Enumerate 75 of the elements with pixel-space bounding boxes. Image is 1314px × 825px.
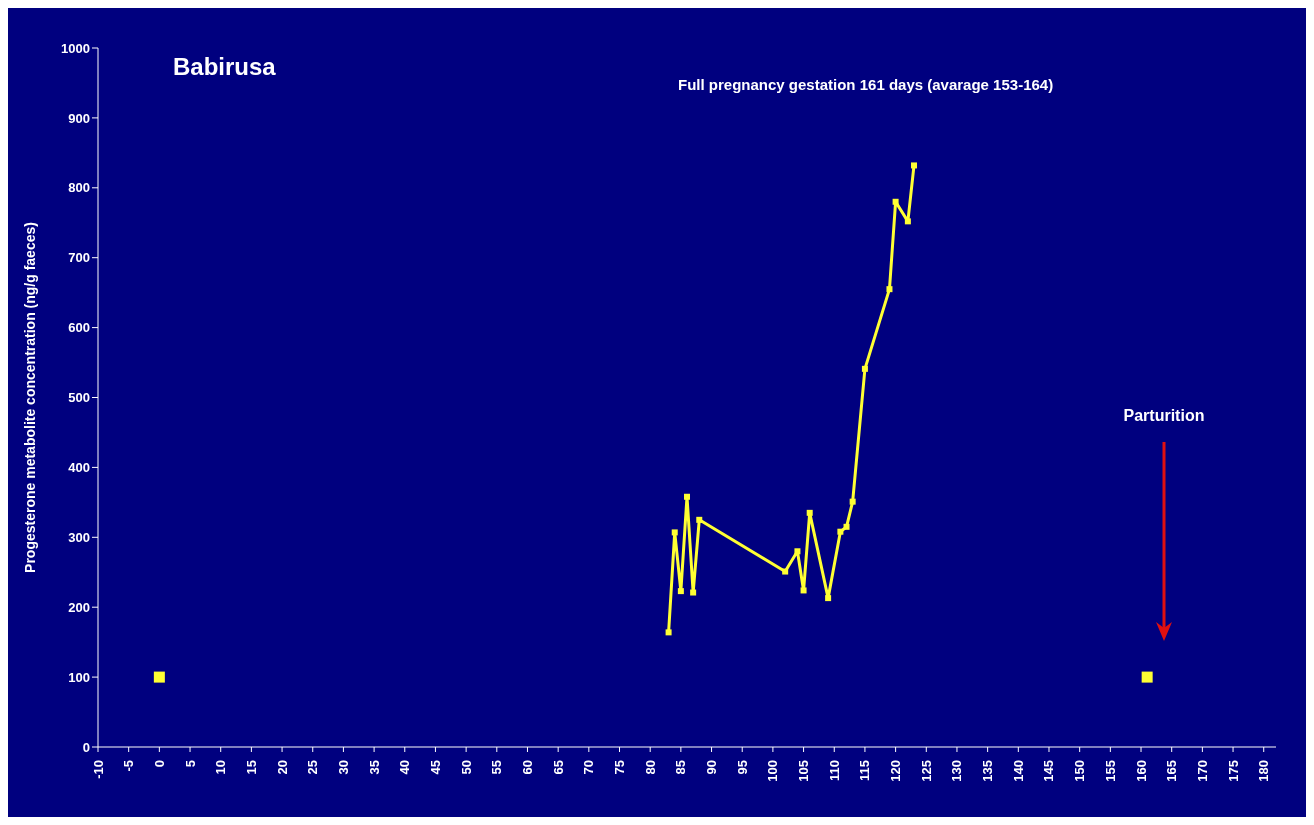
point — [696, 516, 703, 523]
y-tick-label: 900 — [68, 110, 90, 126]
x-tick-label: 65 — [550, 760, 566, 775]
x-tick-label: -5 — [121, 760, 137, 772]
y-tick-label: 700 — [68, 250, 90, 266]
point — [671, 529, 678, 536]
x-tick-label: 145 — [1041, 760, 1057, 782]
point — [886, 286, 893, 293]
x-tick-label: 45 — [427, 760, 443, 775]
point — [825, 595, 832, 602]
point — [665, 629, 672, 636]
x-tick-label: 110 — [826, 760, 842, 781]
x-tick-label: 50 — [458, 760, 474, 775]
x-tick-label: 5 — [182, 760, 198, 768]
point — [911, 162, 918, 169]
x-tick-label: 100 — [765, 760, 781, 782]
point — [843, 523, 850, 530]
x-tick-label: 30 — [335, 760, 351, 775]
x-tick-label: 70 — [581, 760, 597, 775]
y-axis-title: Progesterone metabolite concentration (ng/g faeces) — [21, 222, 38, 573]
annotation: Parturition — [1122, 407, 1206, 425]
x-tick-label: 170 — [1194, 760, 1210, 782]
x-tick-label: 15 — [243, 760, 259, 775]
y-tick-label: 1000 — [61, 40, 90, 56]
y-tick-label: 200 — [68, 599, 90, 615]
x-tick-label: 40 — [397, 760, 413, 775]
x-tick-label: 55 — [489, 760, 505, 775]
text: Full pregnancy gestation 161 days (avarage 153-164) — [678, 76, 1054, 93]
y-tick-label: 300 — [68, 529, 90, 545]
x-tick-label: 0 — [151, 760, 167, 768]
x-tick-label: -10 — [90, 760, 106, 779]
point — [690, 589, 697, 596]
x-tick-label: 25 — [305, 760, 321, 775]
x-tick-label: 105 — [796, 760, 812, 782]
x-tick-label: 160 — [1133, 760, 1149, 782]
x-tick-label: 155 — [1102, 760, 1118, 782]
x-tick-label: 85 — [673, 760, 689, 775]
x-tick-label: 135 — [980, 760, 996, 782]
x-tick-label: 80 — [642, 760, 658, 775]
point — [684, 493, 690, 500]
point — [861, 365, 868, 372]
x-tick-label: 165 — [1164, 760, 1180, 782]
point — [800, 587, 807, 594]
x-tick-label: 150 — [1072, 760, 1088, 782]
y-tick-label: 600 — [68, 320, 90, 336]
x-tick-label: 20 — [274, 760, 290, 775]
x-tick-label: 35 — [366, 760, 382, 775]
y-tick-label: 800 — [68, 180, 90, 196]
chart-title: Babirusa — [173, 53, 276, 81]
x-tick-label: 125 — [918, 760, 934, 782]
x-tick-label: 175 — [1225, 760, 1241, 782]
x-tick-label: 75 — [612, 760, 628, 775]
point — [904, 218, 911, 225]
x-tick-label: 60 — [519, 760, 535, 775]
x-tick-label: 115 — [857, 760, 873, 781]
x-tick-label: 120 — [888, 760, 904, 782]
point — [849, 498, 856, 505]
y-tick-label: 100 — [68, 669, 90, 685]
point — [153, 671, 165, 683]
x-tick-label: 180 — [1256, 760, 1272, 782]
point — [837, 528, 844, 535]
point — [794, 548, 801, 555]
x-tick-label: 95 — [734, 760, 750, 775]
point — [892, 198, 899, 205]
point — [806, 509, 813, 516]
y-tick-label: 0 — [82, 739, 90, 755]
x-tick-label: 90 — [704, 760, 720, 775]
y-tick-label: 400 — [68, 460, 90, 476]
y-tick-label: 500 — [68, 390, 90, 406]
point — [677, 588, 684, 595]
x-tick-label: 140 — [1010, 760, 1026, 782]
x-tick-label: 10 — [213, 760, 229, 775]
point — [782, 568, 789, 575]
point — [1141, 671, 1153, 683]
x-tick-label: 130 — [949, 760, 965, 782]
